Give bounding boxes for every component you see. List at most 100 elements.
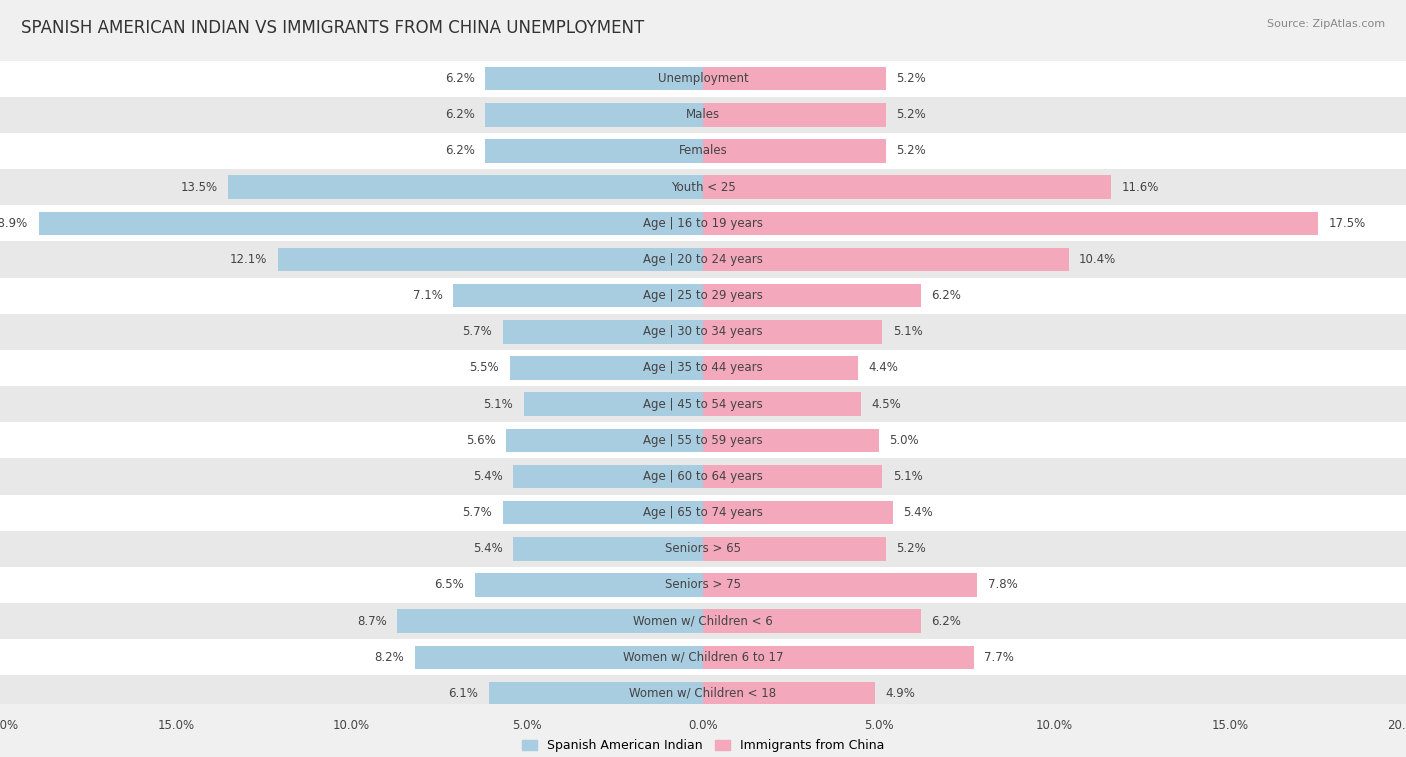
- Text: Females: Females: [679, 145, 727, 157]
- Text: 20.0%: 20.0%: [1388, 719, 1406, 732]
- Text: 13.5%: 13.5%: [181, 181, 218, 194]
- Text: 7.7%: 7.7%: [984, 651, 1014, 664]
- Text: 10.0%: 10.0%: [1036, 719, 1073, 732]
- Text: 15.0%: 15.0%: [1212, 719, 1249, 732]
- Text: 4.4%: 4.4%: [869, 362, 898, 375]
- Text: 6.2%: 6.2%: [444, 145, 475, 157]
- Text: 5.0%: 5.0%: [512, 719, 543, 732]
- Bar: [0, 531, 1406, 567]
- Text: Age | 30 to 34 years: Age | 30 to 34 years: [643, 326, 763, 338]
- Bar: [489, 682, 703, 706]
- Bar: [278, 248, 703, 271]
- Bar: [485, 139, 703, 163]
- Text: 7.1%: 7.1%: [413, 289, 443, 302]
- Bar: [703, 211, 1319, 235]
- Bar: [0, 205, 1406, 241]
- Text: 15.0%: 15.0%: [157, 719, 194, 732]
- Text: Age | 20 to 24 years: Age | 20 to 24 years: [643, 253, 763, 266]
- Text: 5.2%: 5.2%: [897, 72, 927, 85]
- Bar: [415, 646, 703, 669]
- Text: 5.2%: 5.2%: [897, 108, 927, 121]
- Text: 11.6%: 11.6%: [1122, 181, 1159, 194]
- Text: 12.1%: 12.1%: [229, 253, 267, 266]
- Bar: [0, 386, 1406, 422]
- Bar: [0, 422, 1406, 459]
- Text: 17.5%: 17.5%: [1329, 217, 1365, 230]
- Bar: [703, 248, 1069, 271]
- Text: 7.8%: 7.8%: [987, 578, 1018, 591]
- Bar: [703, 392, 860, 416]
- Bar: [0, 675, 1406, 712]
- Text: 6.2%: 6.2%: [932, 615, 962, 628]
- Bar: [703, 428, 879, 452]
- Text: 10.4%: 10.4%: [1080, 253, 1116, 266]
- Bar: [703, 103, 886, 126]
- Text: Source: ZipAtlas.com: Source: ZipAtlas.com: [1267, 19, 1385, 29]
- Text: 5.5%: 5.5%: [470, 362, 499, 375]
- Text: 5.7%: 5.7%: [463, 506, 492, 519]
- Bar: [703, 573, 977, 597]
- Text: 10.0%: 10.0%: [333, 719, 370, 732]
- Text: 5.4%: 5.4%: [472, 470, 503, 483]
- Text: 5.6%: 5.6%: [465, 434, 496, 447]
- Bar: [0, 133, 1406, 169]
- Text: 5.1%: 5.1%: [893, 326, 922, 338]
- Text: Age | 25 to 29 years: Age | 25 to 29 years: [643, 289, 763, 302]
- Text: 4.9%: 4.9%: [886, 687, 915, 700]
- Text: Seniors > 75: Seniors > 75: [665, 578, 741, 591]
- Bar: [703, 357, 858, 380]
- Text: Women w/ Children < 18: Women w/ Children < 18: [630, 687, 776, 700]
- Bar: [39, 211, 703, 235]
- Bar: [398, 609, 703, 633]
- Bar: [229, 176, 703, 199]
- Text: 6.1%: 6.1%: [449, 687, 478, 700]
- Text: Women w/ Children < 6: Women w/ Children < 6: [633, 615, 773, 628]
- Bar: [703, 682, 875, 706]
- Bar: [510, 357, 703, 380]
- Text: 8.2%: 8.2%: [374, 651, 405, 664]
- Bar: [703, 139, 886, 163]
- Text: 20.0%: 20.0%: [0, 719, 18, 732]
- Bar: [503, 501, 703, 525]
- Bar: [454, 284, 703, 307]
- Bar: [485, 67, 703, 90]
- Text: Age | 35 to 44 years: Age | 35 to 44 years: [643, 362, 763, 375]
- Bar: [0, 639, 1406, 675]
- Text: 5.7%: 5.7%: [463, 326, 492, 338]
- Text: Women w/ Children 6 to 17: Women w/ Children 6 to 17: [623, 651, 783, 664]
- Bar: [475, 573, 703, 597]
- Text: SPANISH AMERICAN INDIAN VS IMMIGRANTS FROM CHINA UNEMPLOYMENT: SPANISH AMERICAN INDIAN VS IMMIGRANTS FR…: [21, 19, 644, 37]
- Text: Males: Males: [686, 108, 720, 121]
- Bar: [703, 320, 883, 344]
- Bar: [0, 61, 1406, 97]
- Bar: [703, 67, 886, 90]
- Text: Unemployment: Unemployment: [658, 72, 748, 85]
- Bar: [0, 567, 1406, 603]
- Bar: [703, 501, 893, 525]
- Bar: [524, 392, 703, 416]
- Bar: [703, 465, 883, 488]
- Bar: [703, 609, 921, 633]
- Text: 5.2%: 5.2%: [897, 542, 927, 556]
- Bar: [0, 313, 1406, 350]
- Text: 5.0%: 5.0%: [889, 434, 920, 447]
- Text: 5.1%: 5.1%: [484, 397, 513, 410]
- Bar: [703, 537, 886, 561]
- Text: 5.4%: 5.4%: [472, 542, 503, 556]
- Bar: [0, 494, 1406, 531]
- Bar: [0, 241, 1406, 278]
- Text: 5.1%: 5.1%: [893, 470, 922, 483]
- Bar: [0, 350, 1406, 386]
- Text: 5.4%: 5.4%: [904, 506, 934, 519]
- Bar: [0, 459, 1406, 494]
- Bar: [703, 284, 921, 307]
- Text: Age | 45 to 54 years: Age | 45 to 54 years: [643, 397, 763, 410]
- Text: 5.0%: 5.0%: [863, 719, 894, 732]
- Text: Age | 55 to 59 years: Age | 55 to 59 years: [643, 434, 763, 447]
- Bar: [513, 465, 703, 488]
- Text: 5.2%: 5.2%: [897, 145, 927, 157]
- Text: 6.2%: 6.2%: [444, 108, 475, 121]
- Legend: Spanish American Indian, Immigrants from China: Spanish American Indian, Immigrants from…: [517, 734, 889, 757]
- Text: Youth < 25: Youth < 25: [671, 181, 735, 194]
- Text: 6.2%: 6.2%: [444, 72, 475, 85]
